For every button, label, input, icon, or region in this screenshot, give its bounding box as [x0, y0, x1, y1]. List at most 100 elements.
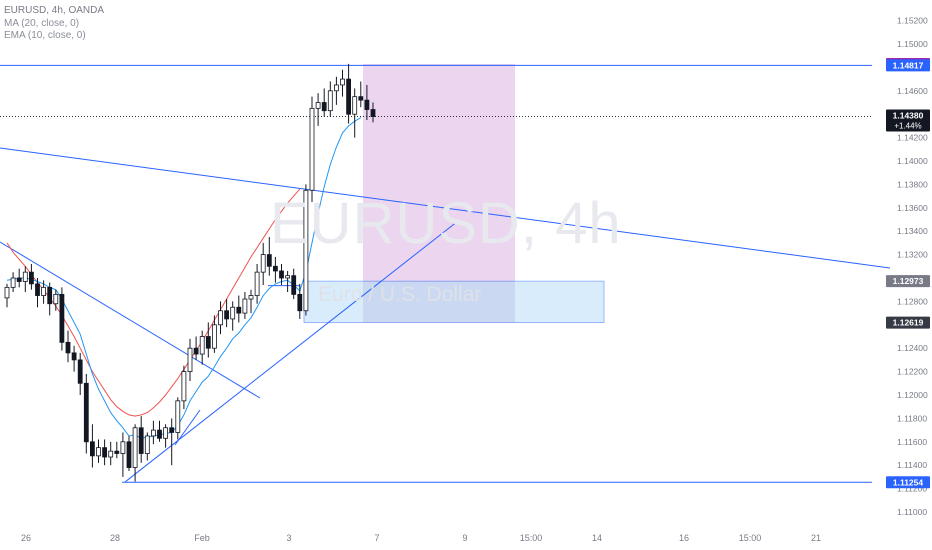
time-tick-label: Feb	[194, 533, 210, 543]
candle	[41, 280, 46, 304]
candle	[370, 102, 376, 123]
candle	[224, 299, 230, 328]
price-tick-label: 1.11400	[897, 460, 927, 470]
candle	[65, 330, 71, 363]
candle	[59, 287, 65, 351]
candle-body	[169, 427, 175, 433]
price-label: 1.11254	[886, 476, 930, 489]
candle-body	[28, 271, 34, 285]
candle-body	[364, 99, 370, 110]
price-label-bg	[886, 476, 930, 489]
candle	[211, 315, 217, 353]
candle-body	[96, 447, 101, 457]
candle	[364, 84, 370, 121]
candle	[291, 268, 297, 300]
legend-ema[interactable]: EMA (10, close, 0)	[4, 30, 86, 41]
time-tick-label: 9	[462, 533, 467, 543]
price-tick-label: 1.12400	[897, 343, 928, 353]
price-label: 1.12973	[886, 275, 930, 288]
price-change-text: +1.44%	[894, 122, 921, 131]
trend-line[interactable]	[174, 409, 201, 446]
price-label-text: 1.14380	[893, 111, 924, 121]
candle	[303, 184, 309, 316]
candle	[193, 336, 199, 360]
candle	[285, 270, 291, 293]
candle-body	[144, 435, 150, 454]
candle-body	[199, 336, 205, 355]
candle	[327, 81, 333, 117]
candle-body	[47, 286, 53, 305]
candle-body	[187, 347, 193, 373]
candle-body	[150, 429, 156, 437]
candle-body	[370, 109, 376, 117]
candle	[28, 263, 34, 290]
price-tick-label: 1.15000	[897, 39, 928, 49]
candle-body	[138, 427, 144, 454]
price-label-bg	[886, 275, 930, 288]
candle	[199, 330, 205, 365]
candle-body	[309, 107, 315, 191]
candle	[77, 352, 83, 395]
legend-ma[interactable]: MA (20, close, 0)	[4, 17, 80, 29]
candle-body	[218, 310, 223, 326]
candle	[272, 256, 278, 283]
candle-body	[327, 90, 333, 112]
candle-body	[205, 336, 211, 349]
candle-body	[90, 441, 95, 457]
price-label: 1.14380+1.44%	[886, 109, 930, 132]
candle	[163, 424, 169, 448]
candle	[218, 301, 223, 335]
candle	[181, 365, 187, 410]
candle	[35, 278, 40, 308]
candle	[83, 373, 89, 454]
candle-body	[291, 275, 297, 295]
candle	[4, 283, 10, 308]
candle-body	[65, 341, 71, 354]
trend-line[interactable]	[0, 147, 891, 269]
price-tick-label: 1.12800	[897, 296, 928, 306]
time-tick-label: 7	[374, 533, 379, 543]
target-zone[interactable]	[363, 64, 515, 323]
candle-body	[285, 275, 291, 279]
time-tick-label: 3	[286, 533, 291, 543]
candle	[352, 88, 358, 138]
price-tick-label: 1.12200	[897, 367, 928, 377]
trend-line[interactable]	[124, 220, 459, 483]
candle	[22, 266, 28, 293]
price-tick-label: 1.13800	[897, 179, 928, 189]
price-label-bg	[886, 316, 930, 329]
position-zones[interactable]	[268, 64, 605, 323]
price-label-bg	[886, 59, 930, 72]
candle	[108, 441, 114, 466]
candle-body	[242, 298, 248, 314]
candle-body	[59, 293, 65, 343]
candle-body	[22, 271, 28, 282]
price-tick-label: 1.11600	[897, 437, 927, 447]
time-axis[interactable]: 26 28 Feb 3 7 9 15:00 14 16 15:00 21	[21, 533, 821, 543]
candle-body	[193, 347, 199, 355]
candle	[279, 263, 284, 286]
candle	[114, 441, 120, 459]
time-tick-label: 14	[592, 533, 602, 543]
price-tick-label: 1.12000	[897, 390, 928, 400]
candle-body	[175, 400, 181, 433]
candle	[16, 268, 22, 288]
candle-body	[120, 441, 126, 454]
trend-lines[interactable]	[0, 147, 891, 483]
candle-body	[126, 441, 132, 468]
price-axis[interactable]: 1.152001.150001.148001.146001.144001.142…	[897, 16, 928, 517]
legend-symbol[interactable]: EURUSD, 4h, OANDA	[4, 5, 105, 16]
stop-zone[interactable]	[303, 280, 605, 323]
candle-body	[114, 450, 120, 454]
time-tick-label: 28	[110, 533, 120, 543]
candle-body	[358, 96, 364, 101]
candle-body	[71, 352, 77, 361]
price-tick-label: 1.15200	[897, 16, 928, 26]
candle-body	[108, 450, 114, 458]
price-tick-label: 1.11200	[897, 484, 927, 494]
horizontal-lines[interactable]	[0, 64, 872, 483]
trend-line[interactable]	[0, 241, 261, 399]
candle	[126, 435, 132, 472]
candle	[266, 237, 272, 276]
